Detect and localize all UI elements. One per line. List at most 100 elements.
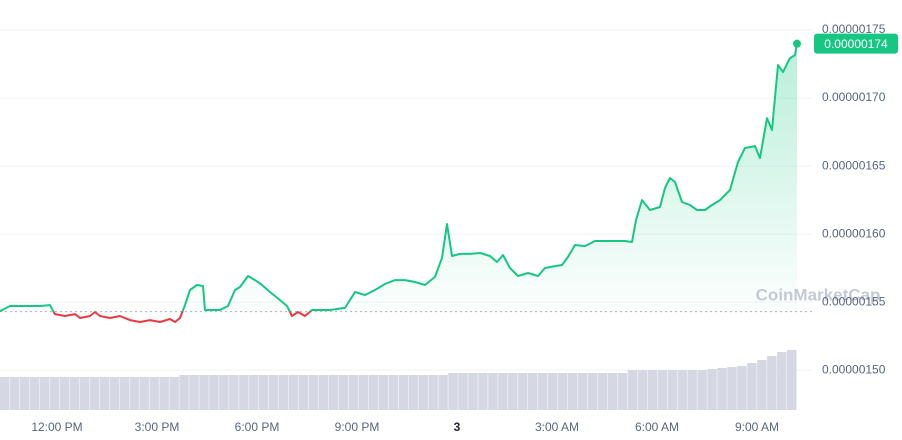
- x-tick-label: 9:00 AM: [735, 420, 779, 434]
- volume-bar: [199, 375, 209, 410]
- volume-bar: [69, 377, 80, 410]
- volume-bar: [418, 375, 428, 410]
- volume-bar: [597, 373, 608, 410]
- x-tick-label: 6:00 PM: [235, 420, 280, 434]
- volume-bar: [169, 377, 179, 410]
- volume-bar: [528, 373, 538, 410]
- volume-bar: [787, 350, 797, 410]
- volume-bar: [209, 375, 219, 410]
- volume-bar: [249, 375, 259, 410]
- volume-bar: [508, 373, 518, 410]
- volume-bar: [308, 375, 319, 410]
- volume-bar: [239, 375, 249, 410]
- volume-bar: [219, 375, 229, 410]
- volume-bar: [777, 352, 787, 410]
- volume-bar: [318, 375, 329, 410]
- volume-bar: [159, 377, 169, 410]
- volume-bar: [358, 375, 369, 410]
- volume-bar: [767, 356, 777, 410]
- volume-bar: [49, 377, 60, 410]
- volume-bar: [89, 377, 100, 410]
- volume-bar: [59, 377, 70, 410]
- volume-bar: [428, 375, 438, 410]
- volume-bar: [498, 373, 508, 410]
- volume-bar: [637, 370, 648, 410]
- volume-bar: [617, 373, 628, 410]
- y-tick-label: 0.00000150: [822, 362, 886, 376]
- volume-bar: [448, 373, 458, 410]
- y-tick-label: 0.00000160: [822, 226, 886, 240]
- x-tick-label: 3:00 AM: [535, 420, 579, 434]
- volume-bar: [398, 375, 408, 410]
- volume-bar: [298, 375, 309, 410]
- volume-bar: [697, 370, 707, 410]
- volume-bar: [737, 366, 747, 410]
- volume-bar: [687, 370, 697, 410]
- x-tick-label: 9:00 PM: [335, 420, 380, 434]
- volume-bar: [567, 373, 578, 410]
- volume-bar: [338, 375, 349, 410]
- volume-bar: [19, 377, 30, 410]
- volume-bar: [408, 375, 418, 410]
- volume-bar: [577, 373, 588, 410]
- volume-bar: [229, 375, 239, 410]
- volume-bar: [79, 377, 90, 410]
- volume-bar: [677, 370, 687, 410]
- volume-bar: [39, 377, 50, 410]
- y-tick-label: 0.00000175: [822, 22, 886, 36]
- watermark: CoinMarketCap: [756, 285, 881, 304]
- volume-bar: [119, 377, 130, 410]
- volume-bar: [0, 377, 10, 410]
- price-area: [0, 43, 797, 322]
- volume-bar: [378, 375, 389, 410]
- volume-bar: [667, 370, 677, 410]
- volume-bar: [458, 373, 468, 410]
- volume-bar: [657, 370, 667, 410]
- volume-bar: [268, 375, 279, 410]
- x-tick-label: 6:00 AM: [635, 420, 679, 434]
- y-tick-label: 0.00000170: [822, 90, 886, 104]
- y-tick-label: 0.00000165: [822, 158, 886, 172]
- volume-bar: [259, 375, 269, 410]
- volume-bar: [518, 373, 528, 410]
- volume-bar: [278, 375, 289, 410]
- volume-bar: [348, 375, 359, 410]
- volume-bar: [607, 373, 618, 410]
- volume-bar: [587, 373, 598, 410]
- volume-bar: [468, 373, 478, 410]
- volume-bar: [537, 373, 548, 410]
- volume-bar: [179, 375, 189, 410]
- volume-bar: [9, 377, 20, 410]
- volume-bar: [557, 373, 568, 410]
- volume-bar: [757, 360, 767, 410]
- x-tick-label: 3:00 PM: [135, 420, 180, 434]
- price-tag-label: 0.00000174: [824, 37, 888, 51]
- volume-bar: [707, 369, 717, 410]
- volume-bar: [717, 368, 727, 410]
- volume-bar: [288, 375, 299, 410]
- volume-bar: [99, 377, 110, 410]
- volume-bar: [478, 373, 488, 410]
- volume-bar: [547, 373, 558, 410]
- x-tick-label: 12:00 PM: [31, 420, 82, 434]
- volume-bar: [438, 375, 448, 410]
- volume-bar: [627, 370, 638, 410]
- volume-bar: [149, 377, 159, 410]
- volume-bar: [727, 367, 737, 410]
- volume-bar: [388, 375, 398, 410]
- volume-bar: [189, 375, 199, 410]
- volume-bar: [647, 370, 658, 410]
- volume-bar: [488, 373, 498, 410]
- price-line: [0, 43, 798, 323]
- price-tag: [814, 33, 898, 54]
- y-tick-label: 0.00000155: [822, 294, 886, 308]
- volume-bar: [139, 377, 149, 410]
- volume-bar: [109, 377, 120, 410]
- volume-bar: [328, 375, 339, 410]
- last-point: [793, 39, 801, 48]
- volume-bar: [29, 377, 40, 410]
- volume-bar: [129, 377, 139, 410]
- x-tick-label: 3: [454, 420, 461, 434]
